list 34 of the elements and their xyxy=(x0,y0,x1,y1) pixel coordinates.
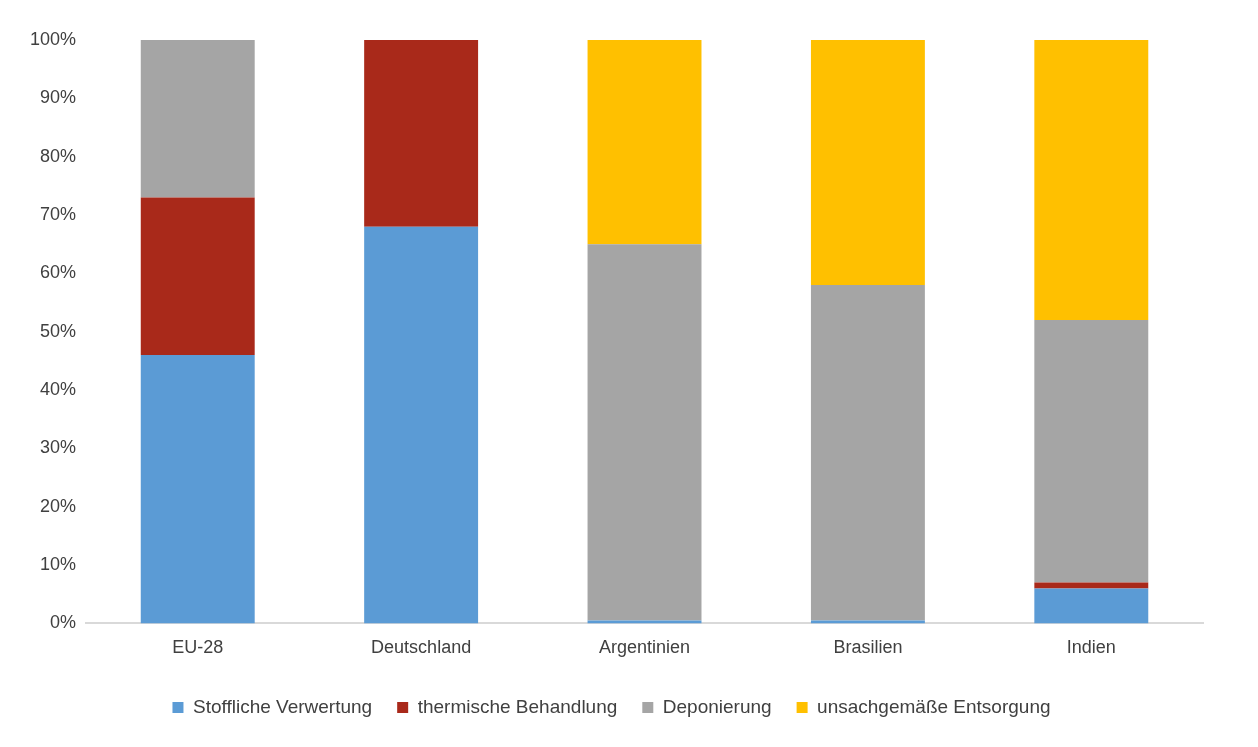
y-tick-label: 80% xyxy=(40,145,77,166)
bar xyxy=(364,40,479,227)
y-tick-label: 100% xyxy=(29,28,77,49)
y-tick-label: 70% xyxy=(40,203,77,224)
x-tick-label: Indien xyxy=(1066,637,1116,658)
bar xyxy=(587,40,702,245)
bar xyxy=(140,355,255,624)
y-tick-label: 20% xyxy=(40,495,77,516)
bar xyxy=(140,40,255,198)
bar xyxy=(1034,40,1149,321)
x-tick-label: Deutschland xyxy=(371,637,472,658)
legend-label: thermische Behandlung xyxy=(417,695,618,717)
y-tick-label: 10% xyxy=(40,554,77,575)
bar xyxy=(810,40,925,286)
legend-label: Stoffliche Verwertung xyxy=(192,695,373,717)
legend-label: unsachgemäße Entsorgung xyxy=(817,695,1051,717)
y-tick-label: 60% xyxy=(40,262,77,283)
bar xyxy=(1034,588,1149,624)
x-tick-label: EU-28 xyxy=(172,637,224,658)
bar xyxy=(587,620,702,624)
x-tick-label: Argentinien xyxy=(598,637,691,658)
bar xyxy=(810,285,925,621)
bar xyxy=(810,620,925,624)
y-tick-label: 40% xyxy=(40,379,77,400)
x-tick-label: Brasilien xyxy=(833,637,903,658)
y-tick-label: 30% xyxy=(40,437,77,458)
y-tick-label: 50% xyxy=(40,320,77,341)
bar xyxy=(364,226,479,624)
bar xyxy=(587,244,702,621)
y-tick-label: 90% xyxy=(40,87,77,108)
y-tick-label: 0% xyxy=(50,612,77,633)
bar xyxy=(140,197,255,356)
bar xyxy=(1034,320,1149,583)
legend-label: Deponierung xyxy=(662,695,772,717)
